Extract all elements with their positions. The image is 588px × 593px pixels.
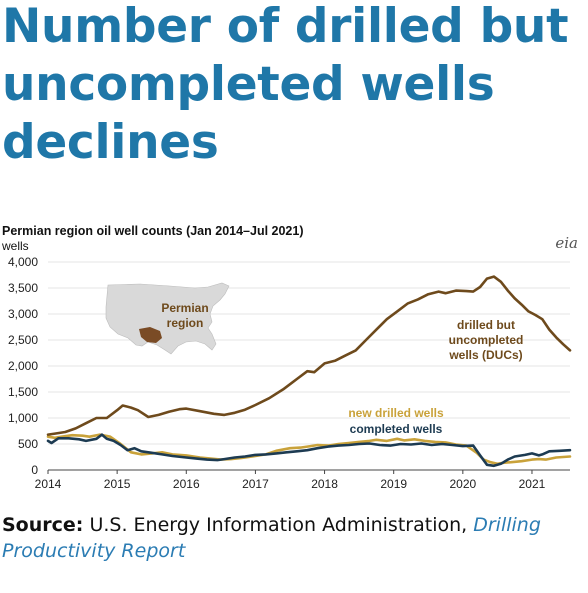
y-tick-label: 4,000 xyxy=(8,255,38,269)
y-tick-label: 3,000 xyxy=(8,307,38,321)
series-line-drilled xyxy=(46,275,572,436)
x-tick-label: 2016 xyxy=(173,477,200,491)
y-tick-label: 2,500 xyxy=(8,333,38,347)
us-map-icon xyxy=(105,282,230,355)
source-text: U.S. Energy Information Administration, xyxy=(89,514,468,536)
chart-title: Permian region oil well counts (Jan 2014… xyxy=(2,224,304,238)
series-lines xyxy=(46,275,572,468)
y-tick-label: 1,500 xyxy=(8,385,38,399)
y-tick-label: 0 xyxy=(31,463,38,477)
x-tick-label: 2020 xyxy=(449,477,476,491)
series-label-new-drilled: new drilled wells xyxy=(348,406,444,420)
x-tick-label: 2014 xyxy=(35,477,62,491)
x-tick-label: 2021 xyxy=(519,477,546,491)
line-chart: 05001,0001,5002,0002,5003,0003,5004,000 … xyxy=(8,255,572,491)
y-tick-label: 3,500 xyxy=(8,281,38,295)
series-line-completed xyxy=(46,433,572,468)
source-link[interactable]: Drilling Productivity Report xyxy=(2,514,541,562)
y-axis-label: wells xyxy=(2,239,29,253)
x-tick-label: 2017 xyxy=(242,477,269,491)
series-label-completed: completed wells xyxy=(350,422,443,436)
y-tick-label: 500 xyxy=(18,437,38,451)
y-tick-labels: 0 500 1,000 1,500 2,000 2,500 3,000 3,500 4,000 xyxy=(8,255,38,477)
x-tick-label: 2018 xyxy=(311,477,338,491)
x-tick-labels: 2014 2015 2016 2017 2018 2019 2020 2021 xyxy=(35,470,546,491)
series-label-ducs: drilled but uncompleted wells (DUCs) xyxy=(448,318,523,362)
y-tick-label: 1,000 xyxy=(8,411,38,425)
permian-region-shape xyxy=(139,327,162,343)
y-tick-label: 2,000 xyxy=(8,359,38,373)
map-label: Permian region xyxy=(161,301,208,330)
eia-logo: eia xyxy=(555,234,578,252)
source-label: Source: xyxy=(2,514,84,536)
page-title: Number of drilled but uncompleted wells … xyxy=(2,0,569,170)
x-tick-label: 2015 xyxy=(104,477,131,491)
x-tick-label: 2019 xyxy=(380,477,407,491)
source-note: Source: U.S. Energy Information Administ… xyxy=(2,512,582,564)
us-map-shape xyxy=(105,282,230,355)
